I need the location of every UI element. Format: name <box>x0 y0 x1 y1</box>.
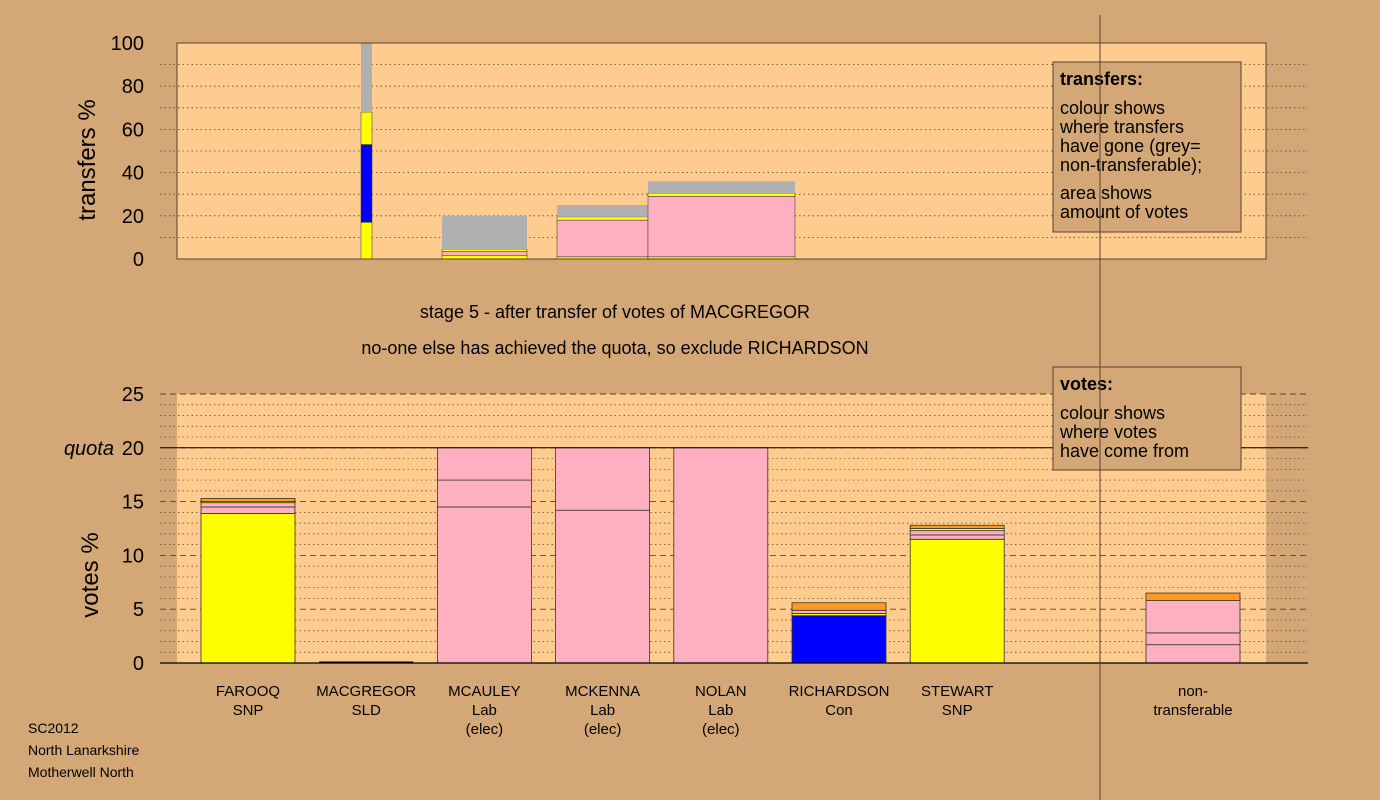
vote-segment <box>555 509 650 664</box>
candidate-label: MCAULEY <box>448 683 521 700</box>
transfer-segment <box>647 192 796 197</box>
footer: SC2012 North Lanarkshire Motherwell Nort… <box>28 720 139 780</box>
votes-y-tick-label: 0 <box>133 653 144 675</box>
vote-segment <box>909 524 1005 529</box>
transfer-segment <box>441 249 528 252</box>
transfers-plot: 0 20 40 60 80 100 transfers % transfers: colo… <box>74 33 1308 271</box>
candidate-label: Lab <box>590 702 615 719</box>
votes-y-axis-label: votes % <box>77 532 104 617</box>
votes-y-tick-label: 25 <box>122 384 144 406</box>
transfers-y-axis-label: transfers % <box>74 99 101 220</box>
candidate-label: MCKENNA <box>565 683 640 700</box>
transfers-y-tick-label: 20 <box>122 206 144 228</box>
vote-segment <box>791 615 887 664</box>
transfers-y-tick-label: 80 <box>122 76 144 98</box>
votes-legend-line: have come from <box>1060 441 1189 461</box>
vote-segment <box>1145 592 1241 601</box>
transfers-legend-box <box>1052 61 1242 233</box>
transfer-segment <box>556 216 649 221</box>
candidate-label: SLD <box>352 702 381 719</box>
votes-legend-line: colour shows <box>1060 403 1165 423</box>
candidate-labels: FAROOQ SNP MACGREGOR SLD MCAULEY Lab (elec) MCK… <box>216 683 994 738</box>
votes-y-ticks: 0 5 10 15 20 25 <box>122 384 144 675</box>
candidate-label: Lab <box>708 702 733 719</box>
votes-y-tick-label: 5 <box>133 599 144 621</box>
transfer-segment <box>360 111 373 145</box>
votes-legend-box <box>1052 366 1242 471</box>
transfer-segment <box>360 222 373 260</box>
transfer-segment <box>442 215 527 250</box>
vote-segment <box>909 534 1005 540</box>
transfer-segment <box>441 251 528 257</box>
candidate-label: NOLAN <box>695 683 747 700</box>
vote-segment <box>436 479 532 508</box>
quota-label: quota <box>64 438 114 460</box>
vote-segment <box>555 447 650 511</box>
transfers-legend-line: colour shows <box>1060 98 1165 118</box>
transfer-segment <box>360 144 373 223</box>
transfer-segment <box>647 196 796 258</box>
vote-segment <box>909 538 1005 664</box>
vote-segment <box>1145 644 1241 664</box>
votes-y-tick-label: 15 <box>122 492 144 514</box>
vote-segment <box>909 530 1005 536</box>
vote-segment <box>200 506 296 514</box>
vote-segment <box>200 513 296 664</box>
candidate-label: (elec) <box>702 721 740 738</box>
transfer-segment <box>556 219 649 258</box>
candidate-label: SNP <box>233 702 264 719</box>
candidate-label: RICHARDSON <box>789 683 890 700</box>
votes-y-tick-label: 20 <box>122 438 144 460</box>
candidate-label: Con <box>825 702 853 719</box>
footer-line: SC2012 <box>28 720 79 736</box>
transfer-segment <box>648 181 795 194</box>
vote-segment <box>791 609 887 614</box>
non-transferable-label: non- transferable <box>1153 683 1232 719</box>
candidate-label: Lab <box>472 702 497 719</box>
transfers-y-tick-label: 40 <box>122 163 144 185</box>
footer-line: Motherwell North <box>28 764 134 780</box>
non-transferable-label-line: transferable <box>1153 702 1232 719</box>
votes-y-tick-label: 10 <box>122 545 144 567</box>
decision-text: no-one else has achieved the quota, so e… <box>361 338 868 358</box>
vote-segment <box>673 447 769 664</box>
transfers-legend-line: where transfers <box>1059 117 1184 137</box>
vote-segment <box>1145 600 1241 634</box>
vote-segment <box>436 447 532 481</box>
transfers-legend-line: have gone (grey= <box>1060 136 1201 156</box>
candidate-label: STEWART <box>921 683 994 700</box>
votes-legend-line: where votes <box>1059 422 1157 442</box>
transfers-y-ticks: 0 20 40 60 80 100 <box>111 33 144 271</box>
transfers-legend-line: non-transferable); <box>1060 155 1202 175</box>
stage-text: stage 5 - after transfer of votes of MAC… <box>420 302 810 322</box>
candidate-label: MACGREGOR <box>316 683 416 700</box>
votes-legend: votes: colour shows where votes have com… <box>1052 366 1242 471</box>
vote-segment <box>791 602 887 611</box>
votes-legend-title: votes: <box>1060 374 1113 394</box>
candidate-label: (elec) <box>466 721 504 738</box>
transfers-legend-line: area shows <box>1060 183 1152 203</box>
transfer-segment <box>557 205 648 217</box>
transfer-segment <box>361 43 372 113</box>
transfers-y-tick-label: 100 <box>111 33 144 55</box>
votes-bars <box>200 447 1241 664</box>
footer-line: North Lanarkshire <box>28 742 139 758</box>
vote-segment <box>200 497 296 503</box>
vote-segment <box>436 506 532 664</box>
transfers-legend-line: amount of votes <box>1060 202 1188 222</box>
transfers-legend: transfers: colour shows where transfers … <box>1052 61 1242 233</box>
vote-segment <box>1145 632 1241 646</box>
votes-plot: 0 5 10 15 20 25 quota votes % FAROOQ SNP MACGRE… <box>64 366 1308 738</box>
candidate-label: (elec) <box>584 721 622 738</box>
transfers-bars <box>360 43 796 260</box>
vote-segment <box>200 502 296 508</box>
transfers-plot-frame <box>176 42 1267 260</box>
non-transferable-label-line: non- <box>1178 683 1208 700</box>
candidate-label: SNP <box>942 702 973 719</box>
candidate-label: FAROOQ <box>216 683 280 700</box>
transfers-legend-title: transfers: <box>1060 69 1143 89</box>
transfers-y-tick-label: 60 <box>122 119 144 141</box>
transfers-y-tick-label: 0 <box>133 249 144 271</box>
